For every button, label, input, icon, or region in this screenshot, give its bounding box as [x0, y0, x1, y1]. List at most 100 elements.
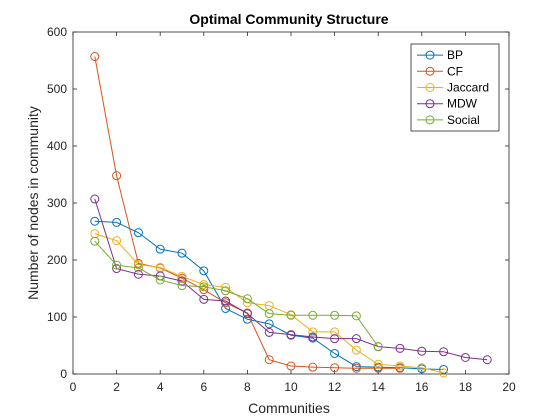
- legend-label: MDW: [447, 97, 478, 111]
- data-point-bp: [177, 248, 187, 258]
- data-point-social: [351, 311, 361, 321]
- data-point-mdw: [460, 352, 470, 362]
- data-point-bp: [242, 314, 252, 324]
- data-point-social: [90, 236, 100, 246]
- data-point-social: [112, 260, 122, 270]
- legend-item-mdw: MDW: [417, 97, 478, 111]
- data-point-jaccard: [330, 327, 340, 337]
- data-point-social: [177, 281, 187, 291]
- data-point-cf: [286, 361, 296, 371]
- data-point-social: [199, 282, 209, 292]
- data-point-mdw: [199, 294, 209, 304]
- series-jaccard: [90, 229, 449, 378]
- legend-item-cf: CF: [417, 64, 463, 78]
- chart-title: Optimal Community Structure: [189, 11, 388, 27]
- data-point-jaccard: [308, 327, 318, 337]
- data-point-mdw: [395, 343, 405, 353]
- data-point-cf: [264, 355, 274, 365]
- legend-item-bp: BP: [417, 48, 463, 62]
- x-tick-label: 20: [502, 380, 516, 394]
- y-tick-label: 400: [47, 139, 67, 153]
- series-line-jaccard: [94, 233, 444, 374]
- data-point-jaccard: [395, 361, 405, 371]
- data-point-social: [221, 286, 231, 296]
- y-tick-label: 300: [47, 196, 67, 210]
- data-point-bp: [221, 303, 231, 313]
- data-point-cf: [330, 363, 340, 373]
- data-point-mdw: [482, 355, 492, 365]
- data-point-mdw: [264, 327, 274, 337]
- x-tick-label: 8: [244, 380, 251, 394]
- data-point-cf: [199, 285, 209, 295]
- data-point-cf: [90, 52, 100, 62]
- data-point-bp: [90, 216, 100, 226]
- y-tick-label: 0: [60, 367, 67, 381]
- legend-marker: [425, 99, 435, 109]
- data-point-jaccard: [177, 272, 187, 282]
- x-tick-label: 4: [157, 380, 164, 394]
- data-point-bp: [112, 217, 122, 227]
- legend-marker: [425, 115, 435, 125]
- data-point-jaccard: [112, 236, 122, 246]
- x-axis-title: Communities: [248, 400, 330, 416]
- legend-marker: [425, 66, 435, 76]
- legend-marker: [425, 50, 435, 60]
- x-tick-label: 12: [328, 380, 342, 394]
- data-point-social: [373, 342, 383, 352]
- y-tick-label: 100: [47, 310, 67, 324]
- data-point-mdw: [308, 332, 318, 342]
- data-point-jaccard: [133, 260, 143, 270]
- data-point-mdw: [286, 330, 296, 340]
- x-tick-label: 0: [70, 380, 77, 394]
- data-point-cf: [112, 171, 122, 181]
- x-tick-label: 10: [284, 380, 298, 394]
- data-point-jaccard: [199, 280, 209, 290]
- legend-item-jaccard: Jaccard: [417, 81, 489, 95]
- data-point-social: [155, 275, 165, 285]
- data-point-cf: [351, 363, 361, 373]
- x-axis-ticks: 0 2 4 6 8 10 12 14 16 18 20: [70, 32, 516, 394]
- x-tick-label: 6: [200, 380, 207, 394]
- x-tick-label: 18: [459, 380, 473, 394]
- data-point-jaccard: [221, 282, 231, 292]
- legend-marker: [425, 83, 435, 92]
- data-point-mdw: [351, 334, 361, 344]
- data-point-cf: [395, 363, 405, 373]
- data-point-social: [330, 310, 340, 320]
- y-tick-label: 200: [47, 253, 67, 267]
- x-tick-label: 2: [113, 380, 120, 394]
- data-point-mdw: [177, 276, 187, 286]
- data-point-bp: [199, 266, 209, 276]
- data-point-mdw: [221, 296, 231, 306]
- data-point-mdw: [133, 269, 143, 279]
- legend-item-social: Social: [417, 113, 480, 127]
- legend-label: BP: [447, 48, 463, 62]
- data-point-mdw: [439, 347, 449, 357]
- y-tick-label: 600: [47, 25, 67, 39]
- legend-label: Jaccard: [447, 81, 489, 95]
- data-point-social: [308, 310, 318, 320]
- data-point-mdw: [242, 309, 252, 319]
- legend-label: CF: [447, 64, 463, 78]
- series-social: [90, 236, 383, 352]
- data-point-bp: [264, 319, 274, 329]
- data-point-bp: [439, 364, 449, 374]
- data-point-jaccard: [439, 368, 449, 378]
- data-point-social: [286, 310, 296, 320]
- legend-label: Social: [447, 113, 480, 127]
- data-point-social: [264, 309, 274, 319]
- y-axis-ticks: 0 100 200 300 400 500 600: [47, 25, 509, 381]
- data-point-bp: [155, 244, 165, 254]
- data-point-cf: [308, 362, 318, 372]
- data-point-jaccard: [90, 229, 100, 239]
- x-tick-label: 16: [415, 380, 429, 394]
- data-point-mdw: [330, 334, 340, 344]
- y-tick-label: 500: [47, 82, 67, 96]
- data-point-jaccard: [373, 359, 383, 369]
- data-point-social: [242, 294, 252, 304]
- data-point-mdw: [90, 194, 100, 204]
- data-point-bp: [330, 348, 340, 358]
- series-line-bp: [94, 220, 444, 370]
- data-point-social: [133, 263, 143, 273]
